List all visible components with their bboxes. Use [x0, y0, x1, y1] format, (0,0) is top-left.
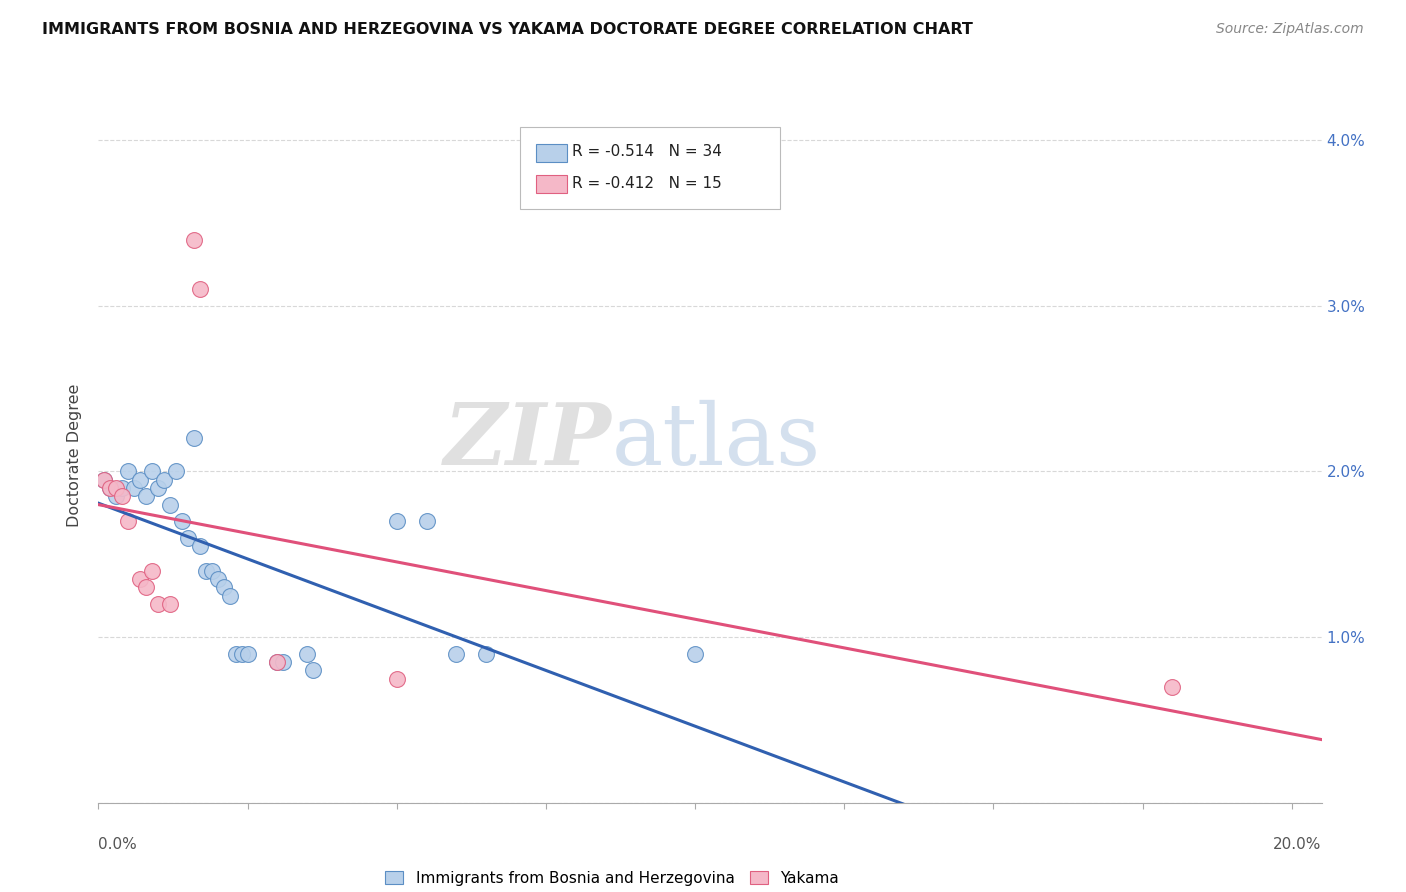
Point: [683, 647, 706, 661]
Point: [183, 233, 205, 247]
Point: [153, 473, 176, 487]
Text: Source: ZipAtlas.com: Source: ZipAtlas.com: [1216, 22, 1364, 37]
Point: [117, 465, 139, 479]
Point: [105, 489, 128, 503]
Point: [273, 655, 295, 669]
Y-axis label: Doctorate Degree: Doctorate Degree: [67, 384, 83, 526]
Point: [135, 581, 157, 595]
Point: [302, 663, 325, 677]
Point: [93, 473, 115, 487]
Point: [129, 572, 152, 586]
Point: [159, 597, 181, 611]
Point: [201, 564, 224, 578]
Point: [105, 481, 128, 495]
Text: R = -0.412   N = 15: R = -0.412 N = 15: [571, 176, 721, 191]
Text: atlas: atlas: [612, 400, 821, 483]
Point: [231, 647, 253, 661]
Point: [111, 489, 134, 503]
Point: [385, 514, 408, 528]
Point: [266, 655, 288, 669]
Point: [159, 498, 181, 512]
Point: [117, 514, 139, 528]
Point: [170, 514, 193, 528]
Point: [297, 647, 319, 661]
Point: [212, 581, 235, 595]
Point: [165, 465, 187, 479]
Point: [111, 481, 134, 495]
Point: [207, 572, 229, 586]
Point: [135, 489, 157, 503]
Point: [475, 647, 498, 661]
Text: IMMIGRANTS FROM BOSNIA AND HERZEGOVINA VS YAKAMA DOCTORATE DEGREE CORRELATION CH: IMMIGRANTS FROM BOSNIA AND HERZEGOVINA V…: [42, 22, 973, 37]
Text: 0.0%: 0.0%: [98, 837, 138, 852]
Point: [266, 655, 288, 669]
Point: [177, 531, 200, 545]
Point: [183, 431, 205, 445]
Point: [1161, 680, 1184, 694]
Point: [194, 564, 217, 578]
Point: [218, 589, 240, 603]
Text: ZIP: ZIP: [444, 400, 612, 483]
Point: [225, 647, 247, 661]
Point: [93, 473, 115, 487]
Point: [141, 564, 163, 578]
Point: [446, 647, 468, 661]
Point: [236, 647, 259, 661]
Point: [129, 473, 152, 487]
Point: [146, 481, 169, 495]
Point: [98, 481, 121, 495]
Text: R = -0.514   N = 34: R = -0.514 N = 34: [571, 145, 721, 160]
Point: [188, 282, 211, 296]
Point: [188, 539, 211, 553]
Legend: Immigrants from Bosnia and Herzegovina, Yakama: Immigrants from Bosnia and Herzegovina, …: [385, 871, 839, 886]
Point: [98, 481, 121, 495]
Point: [141, 465, 163, 479]
Point: [385, 672, 408, 686]
Point: [415, 514, 437, 528]
Point: [146, 597, 169, 611]
Text: 20.0%: 20.0%: [1274, 837, 1322, 852]
Point: [122, 481, 145, 495]
